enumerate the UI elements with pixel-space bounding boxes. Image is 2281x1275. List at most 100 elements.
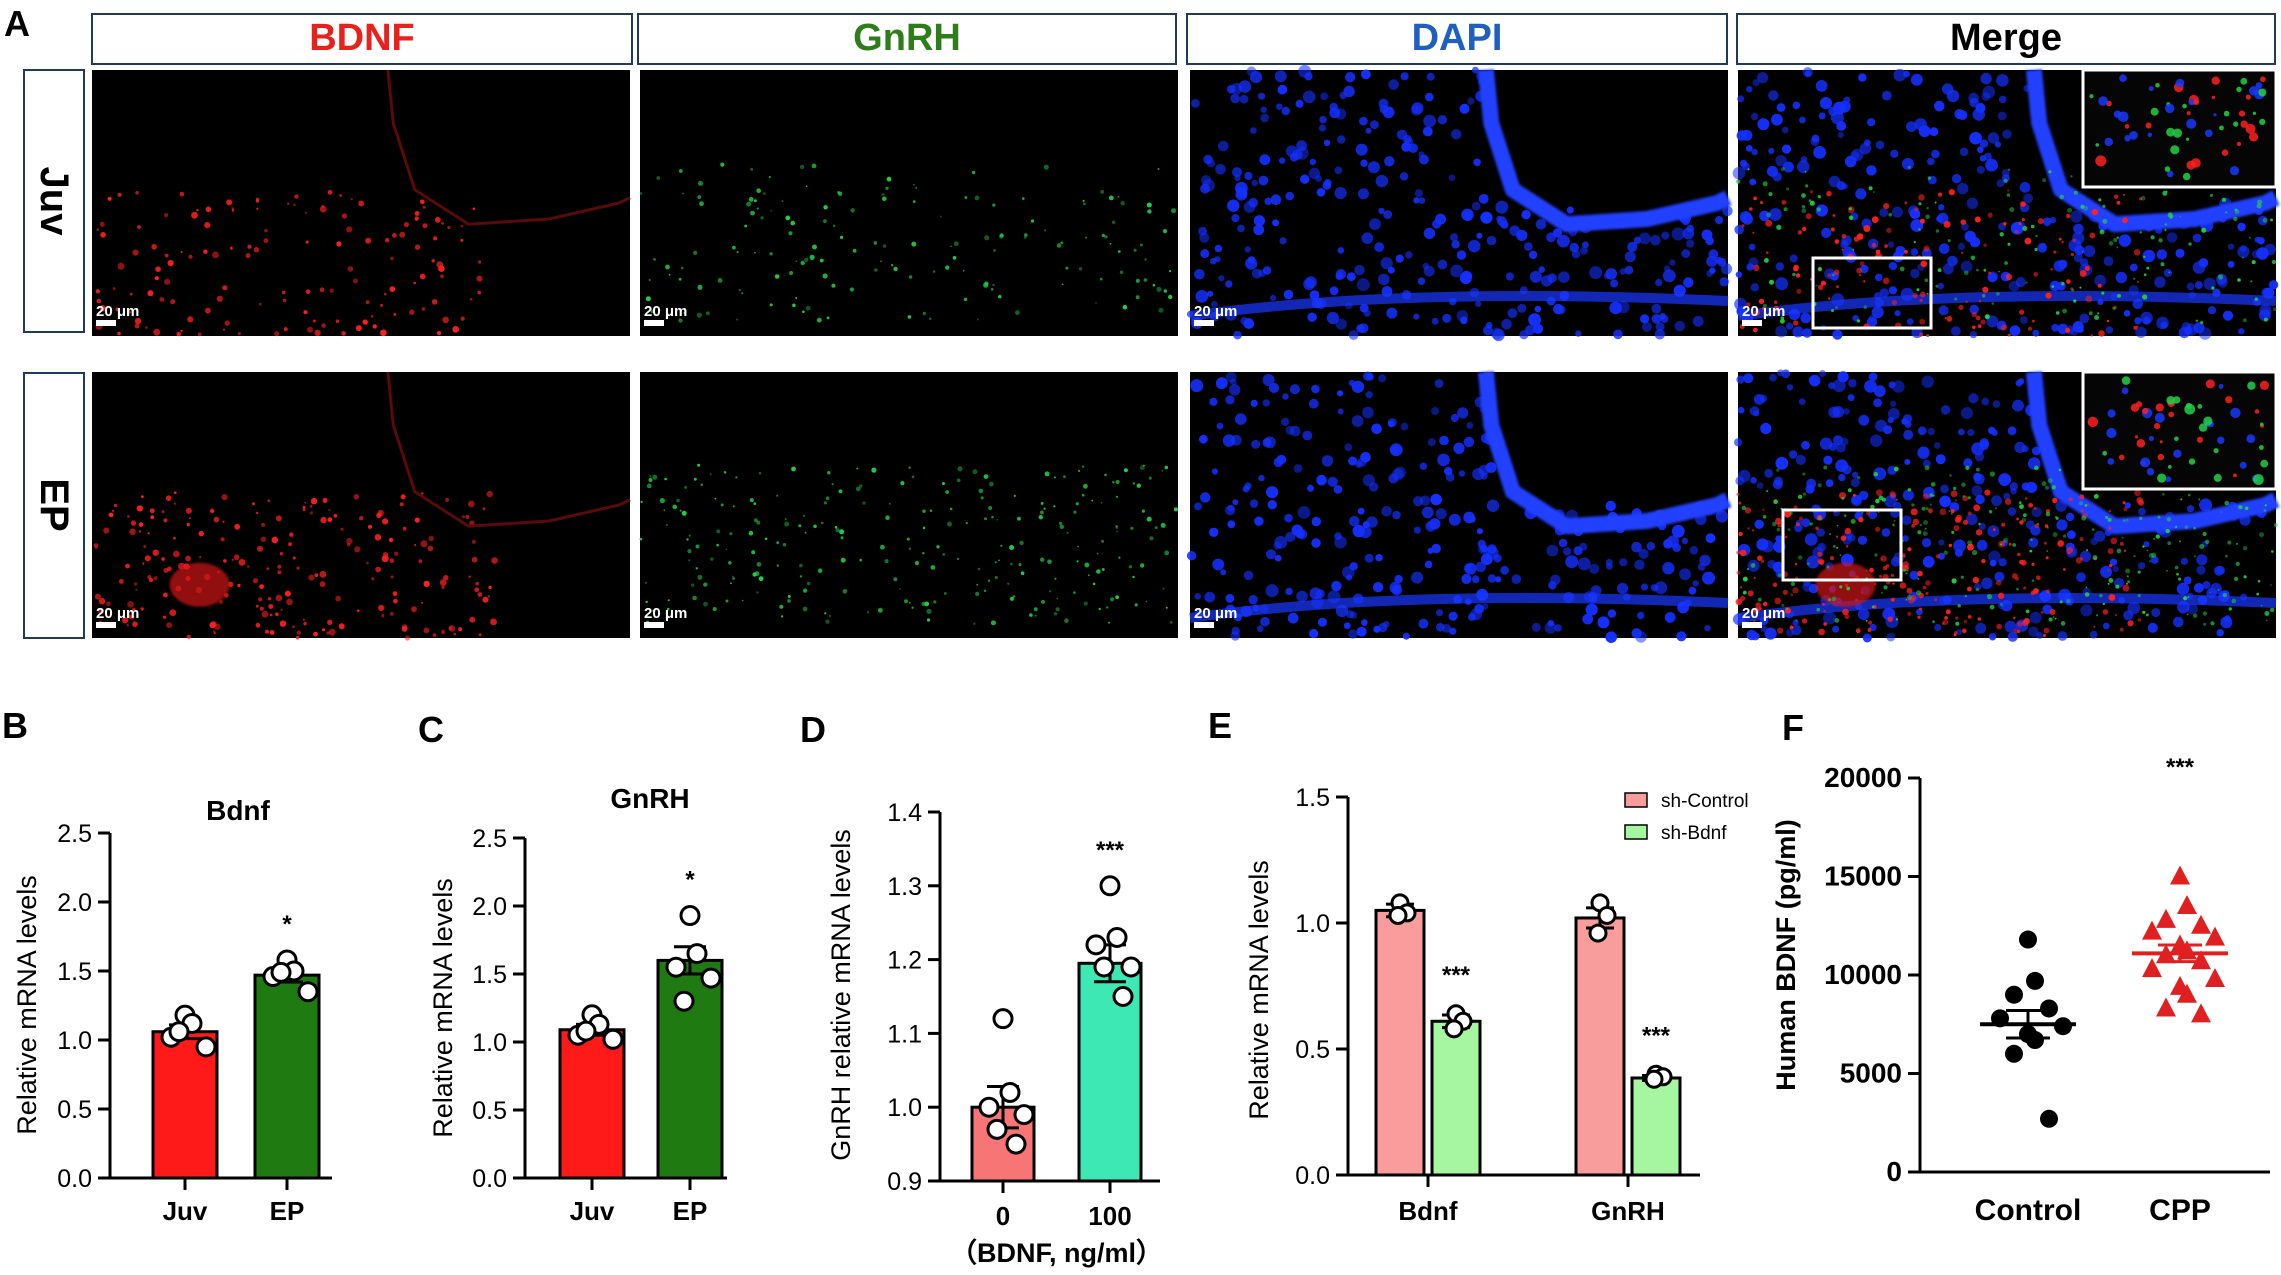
chart-c: GnRH Relative mRNA levels 0.0 0.5 1.0 1.5 2.0 2… (428, 783, 727, 1226)
scale-bar-label: 20 μm (1194, 605, 1237, 622)
micrograph-green-juv: 20 μm (639, 70, 1178, 336)
panel-a: A BDNF GnRH DAPI Merge Juv EP 20 μm 20 μm (4, 3, 2280, 643)
data-point (2205, 967, 2225, 987)
data-point (270, 961, 292, 983)
panel-letter-f: F (1782, 707, 1804, 748)
data-point (1099, 875, 1121, 897)
data-point (168, 1021, 190, 1043)
chart-title: Bdnf (206, 795, 270, 826)
channel-label-merge: Merge (1950, 17, 2062, 59)
micrograph-merge-juv: 20 μm (1732, 67, 2280, 340)
scale-bar-label: 20 μm (644, 303, 687, 320)
channel-header-gnrh: GnRH (637, 13, 1177, 65)
x-axis-label: （BDNF, ng/ml） (950, 1238, 1163, 1268)
data-point (1388, 905, 1408, 925)
data-point (2177, 983, 2197, 1003)
bar (1374, 908, 1426, 1177)
data-point (2026, 1031, 2044, 1050)
panel-letter-e: E (1208, 705, 1232, 746)
y-tick-label: 0 (1886, 1156, 1902, 1187)
data-point (1093, 956, 1115, 978)
data-point (2040, 1109, 2058, 1128)
panel-d: D GnRH relative mRNA levels 0.9 1.0 1.1 1.2 1… (800, 709, 1163, 1268)
panel-letter-a: A (4, 3, 30, 44)
channel-header-bdnf: BDNF (91, 13, 633, 65)
data-point (2156, 908, 2176, 928)
data-point (1112, 986, 1134, 1007)
legend-label: sh-Control (1661, 791, 1749, 812)
row-label-ep-box: EP (23, 372, 85, 639)
micrograph-red-juv: 20 μm (92, 69, 631, 337)
y-tick-label: 0.9 (887, 1168, 922, 1196)
data-point (2191, 1003, 2211, 1023)
y-axis-label: GnRH relative mRNA levels (826, 829, 856, 1161)
bar (1574, 916, 1626, 1177)
chart-e: Relative mRNA levels 0.0 0.5 1.0 1.5 Bdnf GnRH… (1244, 784, 1749, 1226)
y-tick-label: 1.2 (887, 947, 922, 975)
data-point (978, 1096, 1000, 1118)
data-point (2177, 895, 2197, 915)
significance-marker: *** (1442, 962, 1471, 989)
y-tick-label: 2.0 (472, 893, 507, 921)
legend-swatch (1624, 824, 1648, 840)
data-point (1085, 934, 1107, 956)
data-point (297, 981, 319, 1003)
scale-bar-label: 20 μm (96, 605, 139, 622)
data-point (700, 967, 722, 989)
data-point (665, 956, 687, 978)
chart-f: Human BDNF (pg/ml) 0 5000 10000 15000 20000 Co… (1771, 754, 2270, 1227)
panel-c: C GnRH Relative mRNA levels 0.0 0.5 1.0 1.5 2.… (418, 709, 727, 1226)
scale-bar-label: 20 μm (1194, 303, 1237, 320)
data-point (673, 990, 695, 1012)
x-tick-label: EP (270, 1196, 305, 1226)
scale-bar-label: 20 μm (644, 605, 687, 622)
micrograph-grid: 20 μm 20 μm 20 μm 20 μm 20 μm 20 μm 20 μm 20 μm (92, 64, 2280, 643)
data-point (1013, 1104, 1035, 1126)
significance-marker: *** (2166, 754, 2195, 781)
y-axis-label: Human BDNF (pg/ml) (1771, 819, 1801, 1090)
bar (253, 973, 321, 1180)
chart-title: GnRH (610, 783, 689, 814)
significance-marker: * (282, 911, 292, 938)
x-tick-label: Juv (163, 1196, 208, 1226)
x-tick-label: 100 (1088, 1201, 1131, 1231)
y-tick-label: 2.5 (472, 825, 507, 853)
x-tick-label: GnRH (1591, 1196, 1665, 1226)
data-point (2205, 926, 2225, 946)
channel-label-dapi: DAPI (1412, 17, 1503, 59)
y-tick-label: 0.0 (57, 1165, 92, 1193)
y-axis-label: Relative mRNA levels (12, 875, 42, 1135)
y-tick-label: 0.5 (472, 1097, 507, 1125)
y-tick-label: 0.5 (1295, 1036, 1330, 1064)
significance-marker: *** (1096, 837, 1125, 864)
data-point (1444, 1019, 1464, 1039)
micrograph-green-ep: 20 μm (639, 372, 1178, 638)
data-point (1588, 923, 1608, 943)
y-tick-label: 1.3 (887, 873, 922, 901)
y-axis-label: Relative mRNA levels (428, 878, 458, 1138)
y-tick-label: 1.4 (887, 799, 922, 827)
data-point (1106, 926, 1128, 948)
channel-header-dapi: DAPI (1186, 13, 1728, 65)
y-tick-label: 15000 (1824, 861, 1902, 892)
data-point (999, 1081, 1021, 1103)
panel-letter-d: D (800, 709, 826, 750)
x-tick-label: 0 (996, 1201, 1010, 1231)
significance-marker: *** (1642, 1022, 1671, 1049)
bar (558, 1028, 626, 1180)
data-point (2005, 985, 2023, 1004)
y-tick-label: 0.0 (1295, 1162, 1330, 1190)
y-tick-label: 2.0 (57, 889, 92, 917)
data-point (2040, 999, 2058, 1018)
data-point (1120, 956, 1142, 978)
micrograph-red-ep: 20 μm (92, 371, 631, 641)
y-tick-label: 20000 (1824, 762, 1902, 793)
y-tick-label: 10000 (1824, 959, 1902, 990)
panel-b: B Bdnf Relative mRNA levels 0.0 0.5 1.0 1.5 2.… (2, 705, 332, 1226)
data-point (1005, 1133, 1027, 1155)
significance-marker: * (685, 867, 695, 894)
data-point (2005, 1044, 2023, 1063)
channel-label-gnrh: GnRH (853, 17, 961, 59)
data-point (602, 1028, 624, 1050)
y-tick-label: 1.0 (1295, 910, 1330, 938)
